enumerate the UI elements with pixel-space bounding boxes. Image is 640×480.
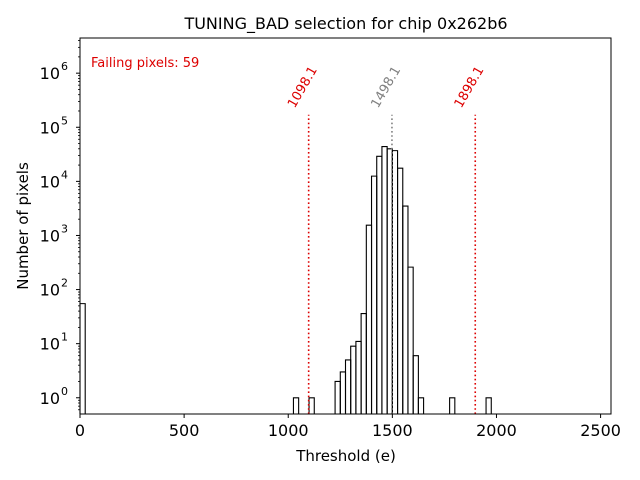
- y-tick-exponent: 0: [61, 385, 68, 398]
- histogram-bin: [485, 397, 492, 414]
- y-tick-label: 10: [40, 64, 60, 83]
- x-tick-label: 1500: [372, 421, 413, 440]
- histogram-bin: [449, 397, 456, 414]
- histogram-bin: [417, 397, 425, 414]
- histogram-bin: [407, 266, 414, 414]
- y-tick-exponent: 4: [61, 168, 68, 181]
- histogram-bin: [412, 355, 419, 414]
- histogram-bin: [344, 359, 352, 414]
- plot-frame: [79, 37, 612, 415]
- histogram-bin: [365, 224, 373, 414]
- y-tick-exponent: 5: [61, 114, 68, 127]
- y-tick-label: 10: [40, 226, 60, 245]
- histogram-bin: [79, 303, 86, 414]
- histogram-bin: [381, 146, 388, 414]
- histogram-bin: [402, 205, 409, 414]
- x-tick-label: 500: [169, 421, 200, 440]
- histogram-bin: [376, 155, 383, 414]
- histogram-bin: [292, 397, 300, 414]
- histogram-bin: [370, 175, 378, 414]
- histogram-bin: [391, 150, 399, 414]
- histogram-bin: [350, 345, 357, 414]
- x-tick-label: 0: [75, 421, 85, 440]
- histogram-bin: [355, 340, 362, 414]
- histogram-bin: [386, 148, 393, 414]
- histogram-bin: [308, 397, 315, 414]
- y-tick-exponent: 1: [61, 331, 68, 344]
- threshold-line-label: 1498.1: [368, 64, 404, 111]
- x-tick-label: 2500: [580, 421, 621, 440]
- histogram-bin: [360, 313, 367, 414]
- y-tick-exponent: 2: [61, 277, 68, 290]
- y-tick-exponent: 3: [61, 222, 68, 235]
- histogram-bin: [397, 167, 404, 414]
- histogram-bin: [339, 371, 347, 414]
- failing-pixels-annotation: Failing pixels: 59: [91, 56, 199, 71]
- y-axis-label: Number of pixels: [14, 162, 32, 290]
- threshold-line-label: 1898.1: [452, 64, 488, 111]
- x-tick-label: 1000: [268, 421, 309, 440]
- y-tick-label: 10: [40, 281, 60, 300]
- y-tick-label: 10: [40, 389, 60, 408]
- x-tick-label: 2000: [476, 421, 517, 440]
- chart-title: TUNING_BAD selection for chip 0x262b6: [183, 14, 507, 34]
- y-tick-exponent: 6: [61, 60, 68, 73]
- threshold-line-label: 1098.1: [285, 64, 321, 111]
- histogram-bin: [334, 380, 341, 414]
- y-tick-label: 10: [40, 172, 60, 191]
- x-axis-label: Threshold (e): [295, 447, 396, 465]
- y-tick-label: 10: [40, 335, 60, 354]
- y-tick-label: 10: [40, 118, 60, 137]
